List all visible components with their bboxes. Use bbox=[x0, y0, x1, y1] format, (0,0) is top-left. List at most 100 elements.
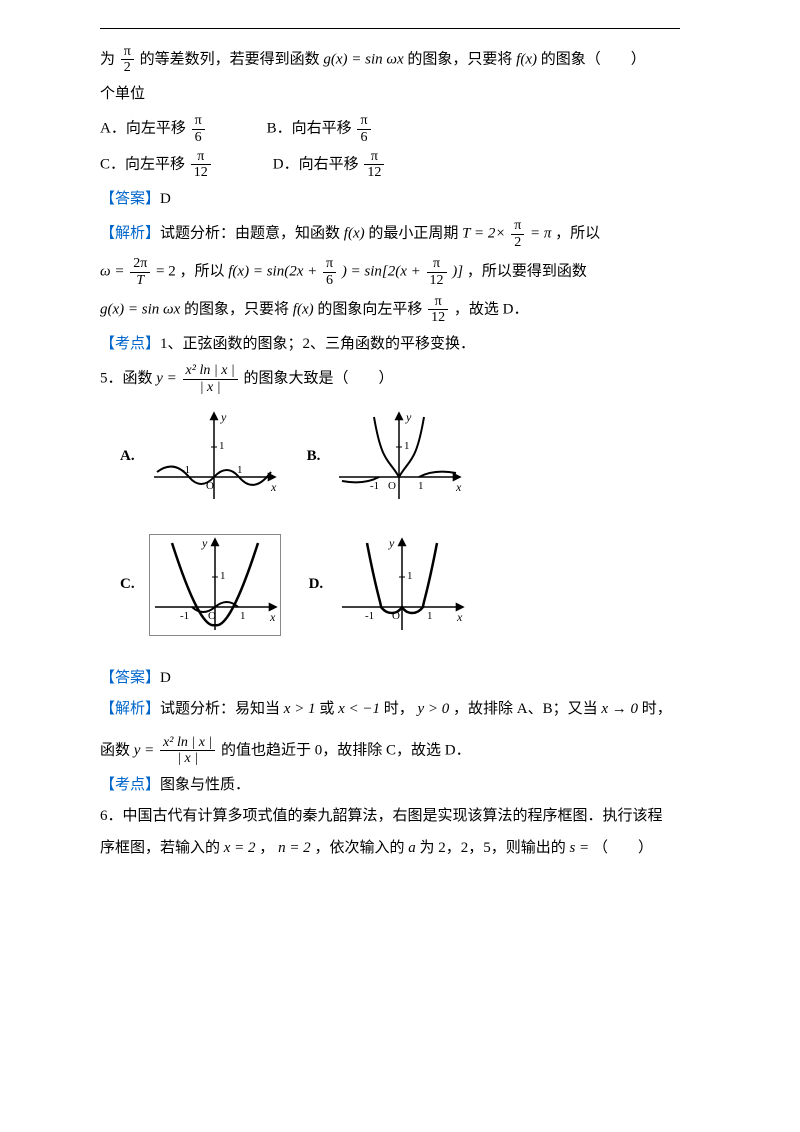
q4-lead-b: 的等差数列，若要得到函数 bbox=[140, 51, 324, 67]
frac-den: 2 bbox=[511, 235, 524, 250]
jiexi-tag: 【解析】 bbox=[100, 226, 160, 242]
q5-func: y = bbox=[156, 371, 180, 387]
jxf: y > 0 bbox=[418, 701, 450, 717]
jx1b: 的最小正周期 bbox=[368, 226, 458, 242]
jx3b: 的图象，只要将 bbox=[184, 301, 293, 317]
frac-pi12-e: π 12 bbox=[427, 256, 447, 288]
frac-num: x² ln | x | bbox=[160, 735, 215, 751]
q4-jiexi1: 【解析】试题分析：由题意，知函数 f(x) 的最小正周期 T = 2× π 2 … bbox=[100, 218, 700, 250]
graph-b[interactable]: x y O 1 -1 1 bbox=[334, 409, 464, 504]
omega: ω = bbox=[100, 263, 128, 279]
svg-text:1: 1 bbox=[427, 610, 433, 622]
svg-text:1: 1 bbox=[237, 464, 243, 476]
answer-val: D bbox=[160, 670, 171, 686]
opt-d-text: D．向右平移 bbox=[273, 156, 359, 172]
jx2b: 的值也趋近于 0，故排除 C，故选 D． bbox=[221, 742, 471, 758]
frac-den: T bbox=[130, 273, 150, 288]
q4-option-c[interactable]: C．向左平移 π 12 bbox=[100, 149, 213, 181]
frac-2piT: 2π T bbox=[130, 256, 150, 288]
jiexi-tag: 【解析】 bbox=[100, 701, 160, 717]
q6f: a bbox=[408, 840, 416, 856]
svg-text:1: 1 bbox=[404, 440, 410, 452]
T2: = π bbox=[530, 226, 551, 242]
svg-text:y: y bbox=[220, 410, 227, 424]
q5-graphs: A. x y O 1 -1 1 B. x y O 1 bbox=[120, 409, 700, 636]
q4-option-d[interactable]: D．向右平移 π 12 bbox=[273, 149, 387, 181]
T: T = 2× bbox=[462, 226, 505, 242]
q5-a: 5．函数 bbox=[100, 371, 156, 387]
jxd: x < −1 bbox=[338, 701, 380, 717]
frac-den: 6 bbox=[323, 273, 336, 288]
jx2a: 函数 bbox=[100, 742, 134, 758]
jx2e: )] bbox=[452, 263, 463, 279]
q5-frac2: x² ln | x | | x | bbox=[160, 735, 215, 767]
jx3a: g(x) = sin ωx bbox=[100, 301, 180, 317]
q4-kaodian: 【考点】1、正弦函数的图象；2、三角函数的平移变换． bbox=[100, 332, 700, 358]
frac-pi12-f: π 12 bbox=[428, 294, 448, 326]
graph-row-1: A. x y O 1 -1 1 B. x y O 1 bbox=[120, 409, 700, 504]
label-c: C. bbox=[120, 572, 135, 598]
f: f(x) bbox=[344, 226, 365, 242]
q5-kaodian: 【考点】图象与性质． bbox=[100, 773, 700, 799]
frac-num: π bbox=[192, 113, 205, 129]
frac-den: 12 bbox=[428, 310, 448, 325]
q5-b: 的图象大致是（ ） bbox=[244, 371, 394, 387]
frac-num: x² ln | x | bbox=[183, 363, 238, 379]
q4-g: g(x) = sin ωx bbox=[323, 51, 403, 67]
jx2b: = 2 ，所以 bbox=[156, 263, 228, 279]
q4-f: f(x) bbox=[516, 51, 537, 67]
q5-answer: 【答案】D bbox=[100, 666, 700, 692]
frac-pi2: π 2 bbox=[121, 44, 134, 76]
frac-pi12-c: π 12 bbox=[191, 149, 211, 181]
q6g: 为 2，2，5，则输出的 bbox=[419, 840, 569, 856]
graph-c[interactable]: x y O 1 -1 1 bbox=[149, 534, 281, 636]
jxe: 时， bbox=[384, 701, 418, 717]
q4-options-row2: C．向左平移 π 12 D．向右平移 π 12 bbox=[100, 149, 700, 181]
label-a: A. bbox=[120, 444, 135, 470]
q6d: n = 2 bbox=[278, 840, 311, 856]
q4-lead: 为 π 2 的等差数列，若要得到函数 g(x) = sin ωx 的图象，只要将… bbox=[100, 44, 700, 76]
frac-den: 12 bbox=[364, 165, 384, 180]
q6e: ，依次输入的 bbox=[314, 840, 408, 856]
opt-c-text: C．向左平移 bbox=[100, 156, 185, 172]
q4-unit: 个单位 bbox=[100, 82, 700, 108]
q6-line1: 6．中国古代有计算多项式值的秦九韶算法，右图是实现该算法的程序框图．执行该程 bbox=[100, 804, 700, 830]
q4-option-b[interactable]: B．向右平移 π 6 bbox=[267, 113, 373, 145]
q4-options-row1: A．向左平移 π 6 B．向右平移 π 6 bbox=[100, 113, 700, 145]
frac-den: 12 bbox=[427, 273, 447, 288]
kaodian-tag: 【考点】 bbox=[100, 336, 160, 352]
f: f(x) bbox=[293, 301, 314, 317]
frac-pi12-d: π 12 bbox=[364, 149, 384, 181]
q6h: s = bbox=[569, 840, 589, 856]
jxc: 或 bbox=[319, 701, 338, 717]
frac-num: π bbox=[191, 149, 211, 165]
svg-text:O: O bbox=[388, 480, 396, 492]
func2: y = bbox=[134, 742, 158, 758]
jxi: 时， bbox=[642, 701, 672, 717]
svg-text:-1: -1 bbox=[180, 610, 189, 622]
jx2c: f(x) = sin(2x + bbox=[228, 263, 321, 279]
svg-text:y: y bbox=[388, 536, 395, 550]
frac-num: π bbox=[121, 44, 134, 60]
opt-a-text: A．向左平移 bbox=[100, 121, 186, 137]
q4-option-a[interactable]: A．向左平移 π 6 bbox=[100, 113, 207, 145]
frac-num: π bbox=[323, 256, 336, 272]
frac-num: π bbox=[427, 256, 447, 272]
svg-text:1: 1 bbox=[418, 480, 424, 492]
q6a: 序框图，若输入的 bbox=[100, 840, 224, 856]
label-d: D. bbox=[309, 572, 324, 598]
svg-text:-1: -1 bbox=[365, 610, 374, 622]
q6c: ， bbox=[259, 840, 278, 856]
q4-lead-c: 的图象，只要将 bbox=[407, 51, 516, 67]
jxh: x → 0 bbox=[601, 701, 638, 717]
frac-num: π bbox=[428, 294, 448, 310]
answer-tag: 【答案】 bbox=[100, 191, 160, 207]
svg-text:y: y bbox=[405, 410, 412, 424]
svg-text:x: x bbox=[456, 610, 463, 624]
q6b: x = 2 bbox=[224, 840, 256, 856]
jx1a: 试题分析：由题意，知函数 bbox=[160, 226, 344, 242]
graph-a[interactable]: x y O 1 -1 1 bbox=[149, 409, 279, 504]
graph-d[interactable]: x y O 1 -1 1 bbox=[337, 535, 467, 635]
frac-pi6-b: π 6 bbox=[357, 113, 370, 145]
q5-jiexi2: 函数 y = x² ln | x | | x | 的值也趋近于 0，故排除 C，… bbox=[100, 735, 700, 767]
